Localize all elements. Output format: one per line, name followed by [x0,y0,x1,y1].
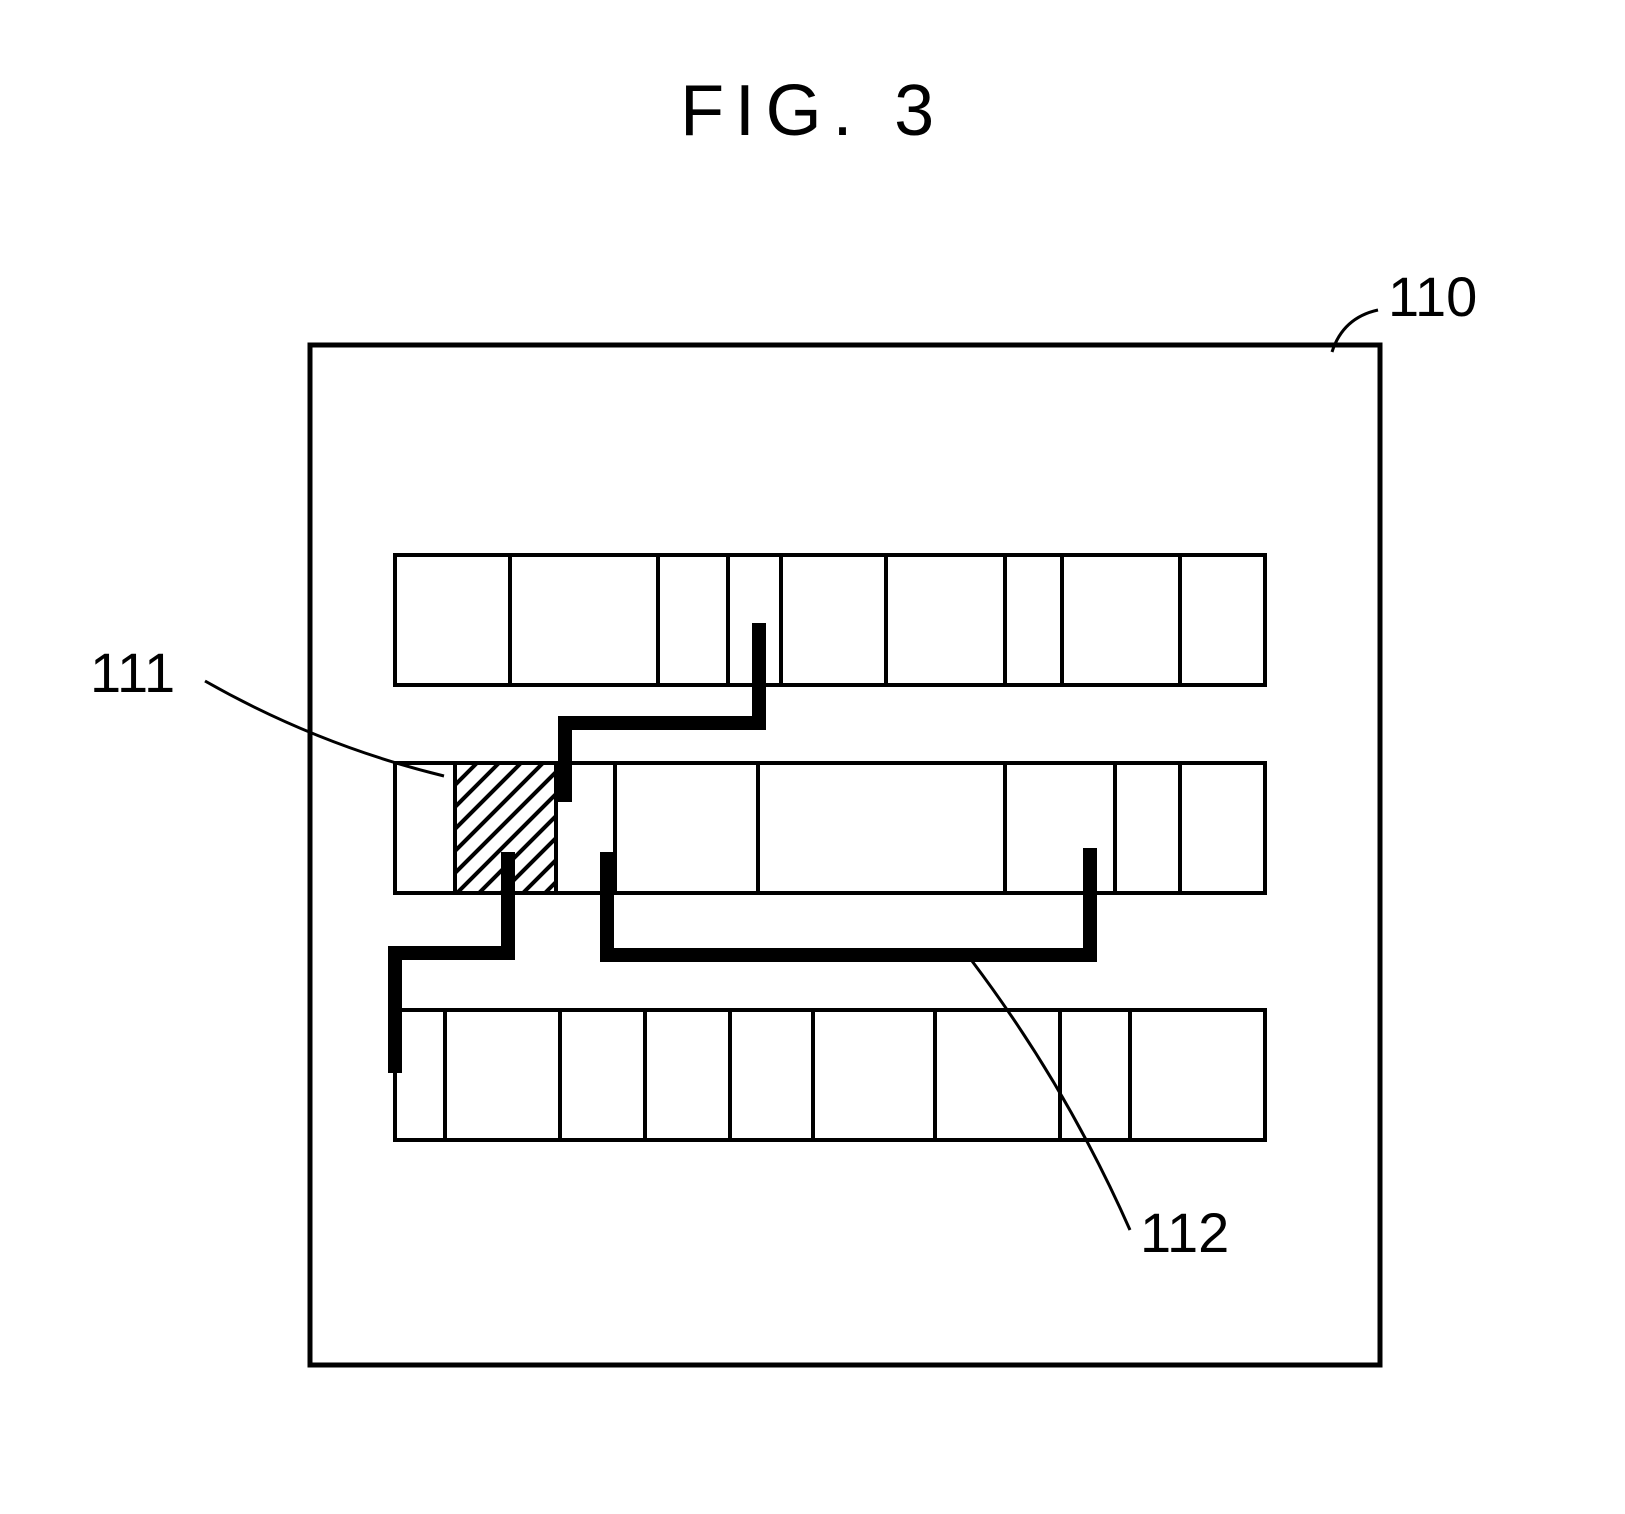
diagram-svg [0,0,1625,1514]
label-110: 110 [1388,264,1477,329]
label-112: 112 [1140,1200,1229,1265]
label-111: 111 [90,640,175,705]
